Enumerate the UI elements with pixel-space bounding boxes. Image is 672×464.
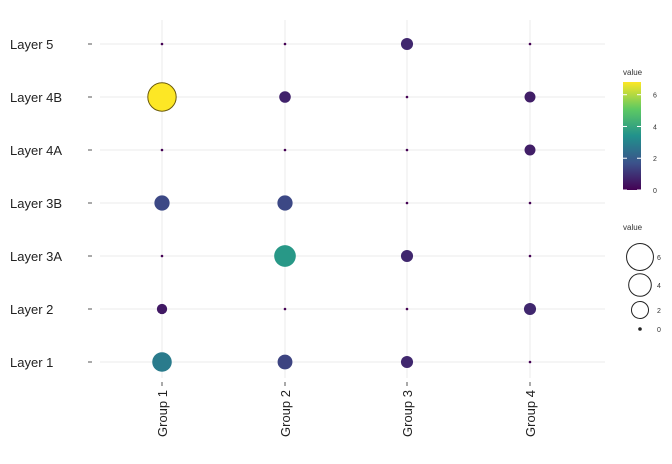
color-legend-tick-label: 6 — [653, 93, 657, 100]
grid-lines — [100, 20, 605, 378]
size-legend-label: 0 — [657, 327, 661, 334]
size-legend-label: 6 — [657, 255, 661, 262]
x-tick-label: Group 3 — [400, 390, 415, 437]
data-point — [524, 144, 536, 156]
data-point — [277, 195, 293, 211]
data-point — [400, 37, 414, 51]
data-point — [405, 201, 409, 205]
size-legend-label: 2 — [657, 308, 661, 315]
y-tick-label: Layer 1 — [10, 355, 53, 370]
size-legend-title: value — [623, 223, 643, 232]
y-tick-label: Layer 4B — [10, 90, 62, 105]
data-point — [528, 254, 532, 258]
data-point — [400, 249, 414, 263]
data-point — [160, 148, 164, 152]
y-tick-label: Layer 3B — [10, 196, 62, 211]
data-point — [156, 303, 168, 315]
data-point — [160, 42, 164, 46]
data-point — [160, 254, 164, 258]
size-legend-key — [638, 327, 642, 331]
size-legend-key — [626, 243, 654, 271]
x-tick-label: Group 2 — [278, 390, 293, 437]
data-point — [147, 82, 177, 112]
y-tick-label: Layer 4A — [10, 143, 62, 158]
x-axis-labels: Group 1 Group 2 Group 3 Group 4 — [155, 382, 538, 437]
color-legend-tick-label: 2 — [653, 156, 657, 163]
size-legend-key — [630, 300, 650, 320]
color-legend-tick-label: 0 — [653, 188, 657, 195]
color-legend-tick-label: 4 — [653, 124, 657, 131]
data-point — [277, 354, 293, 370]
data-point — [283, 307, 287, 311]
size-legend-key — [628, 273, 652, 297]
data-point — [405, 95, 409, 99]
color-legend: value 0 2 4 6 — [623, 68, 657, 195]
data-point — [524, 91, 536, 103]
y-tick-label: Layer 3A — [10, 249, 62, 264]
y-axis-labels: Layer 1 Layer 2 Layer 3A Layer 3B Layer 4A La… — [10, 37, 92, 370]
x-tick-label: Group 1 — [155, 390, 170, 437]
data-point — [405, 307, 409, 311]
size-legend-label: 4 — [657, 283, 661, 290]
data-point — [528, 360, 532, 364]
y-tick-label: Layer 2 — [10, 302, 53, 317]
size-legend: value 6 4 2 0 — [623, 223, 661, 334]
data-point — [400, 355, 414, 369]
data-point — [528, 42, 532, 46]
data-point — [405, 148, 409, 152]
data-point — [283, 42, 287, 46]
data-point — [279, 91, 291, 103]
data-point — [274, 245, 296, 267]
data-point — [528, 201, 532, 205]
color-legend-bar — [623, 82, 641, 190]
data-points — [147, 37, 537, 372]
y-tick-label: Layer 5 — [10, 37, 53, 52]
data-point — [154, 195, 170, 211]
data-point — [523, 302, 537, 316]
data-point — [283, 148, 287, 152]
color-legend-title: value — [623, 68, 643, 77]
data-point — [152, 352, 172, 372]
x-tick-label: Group 4 — [523, 390, 538, 437]
